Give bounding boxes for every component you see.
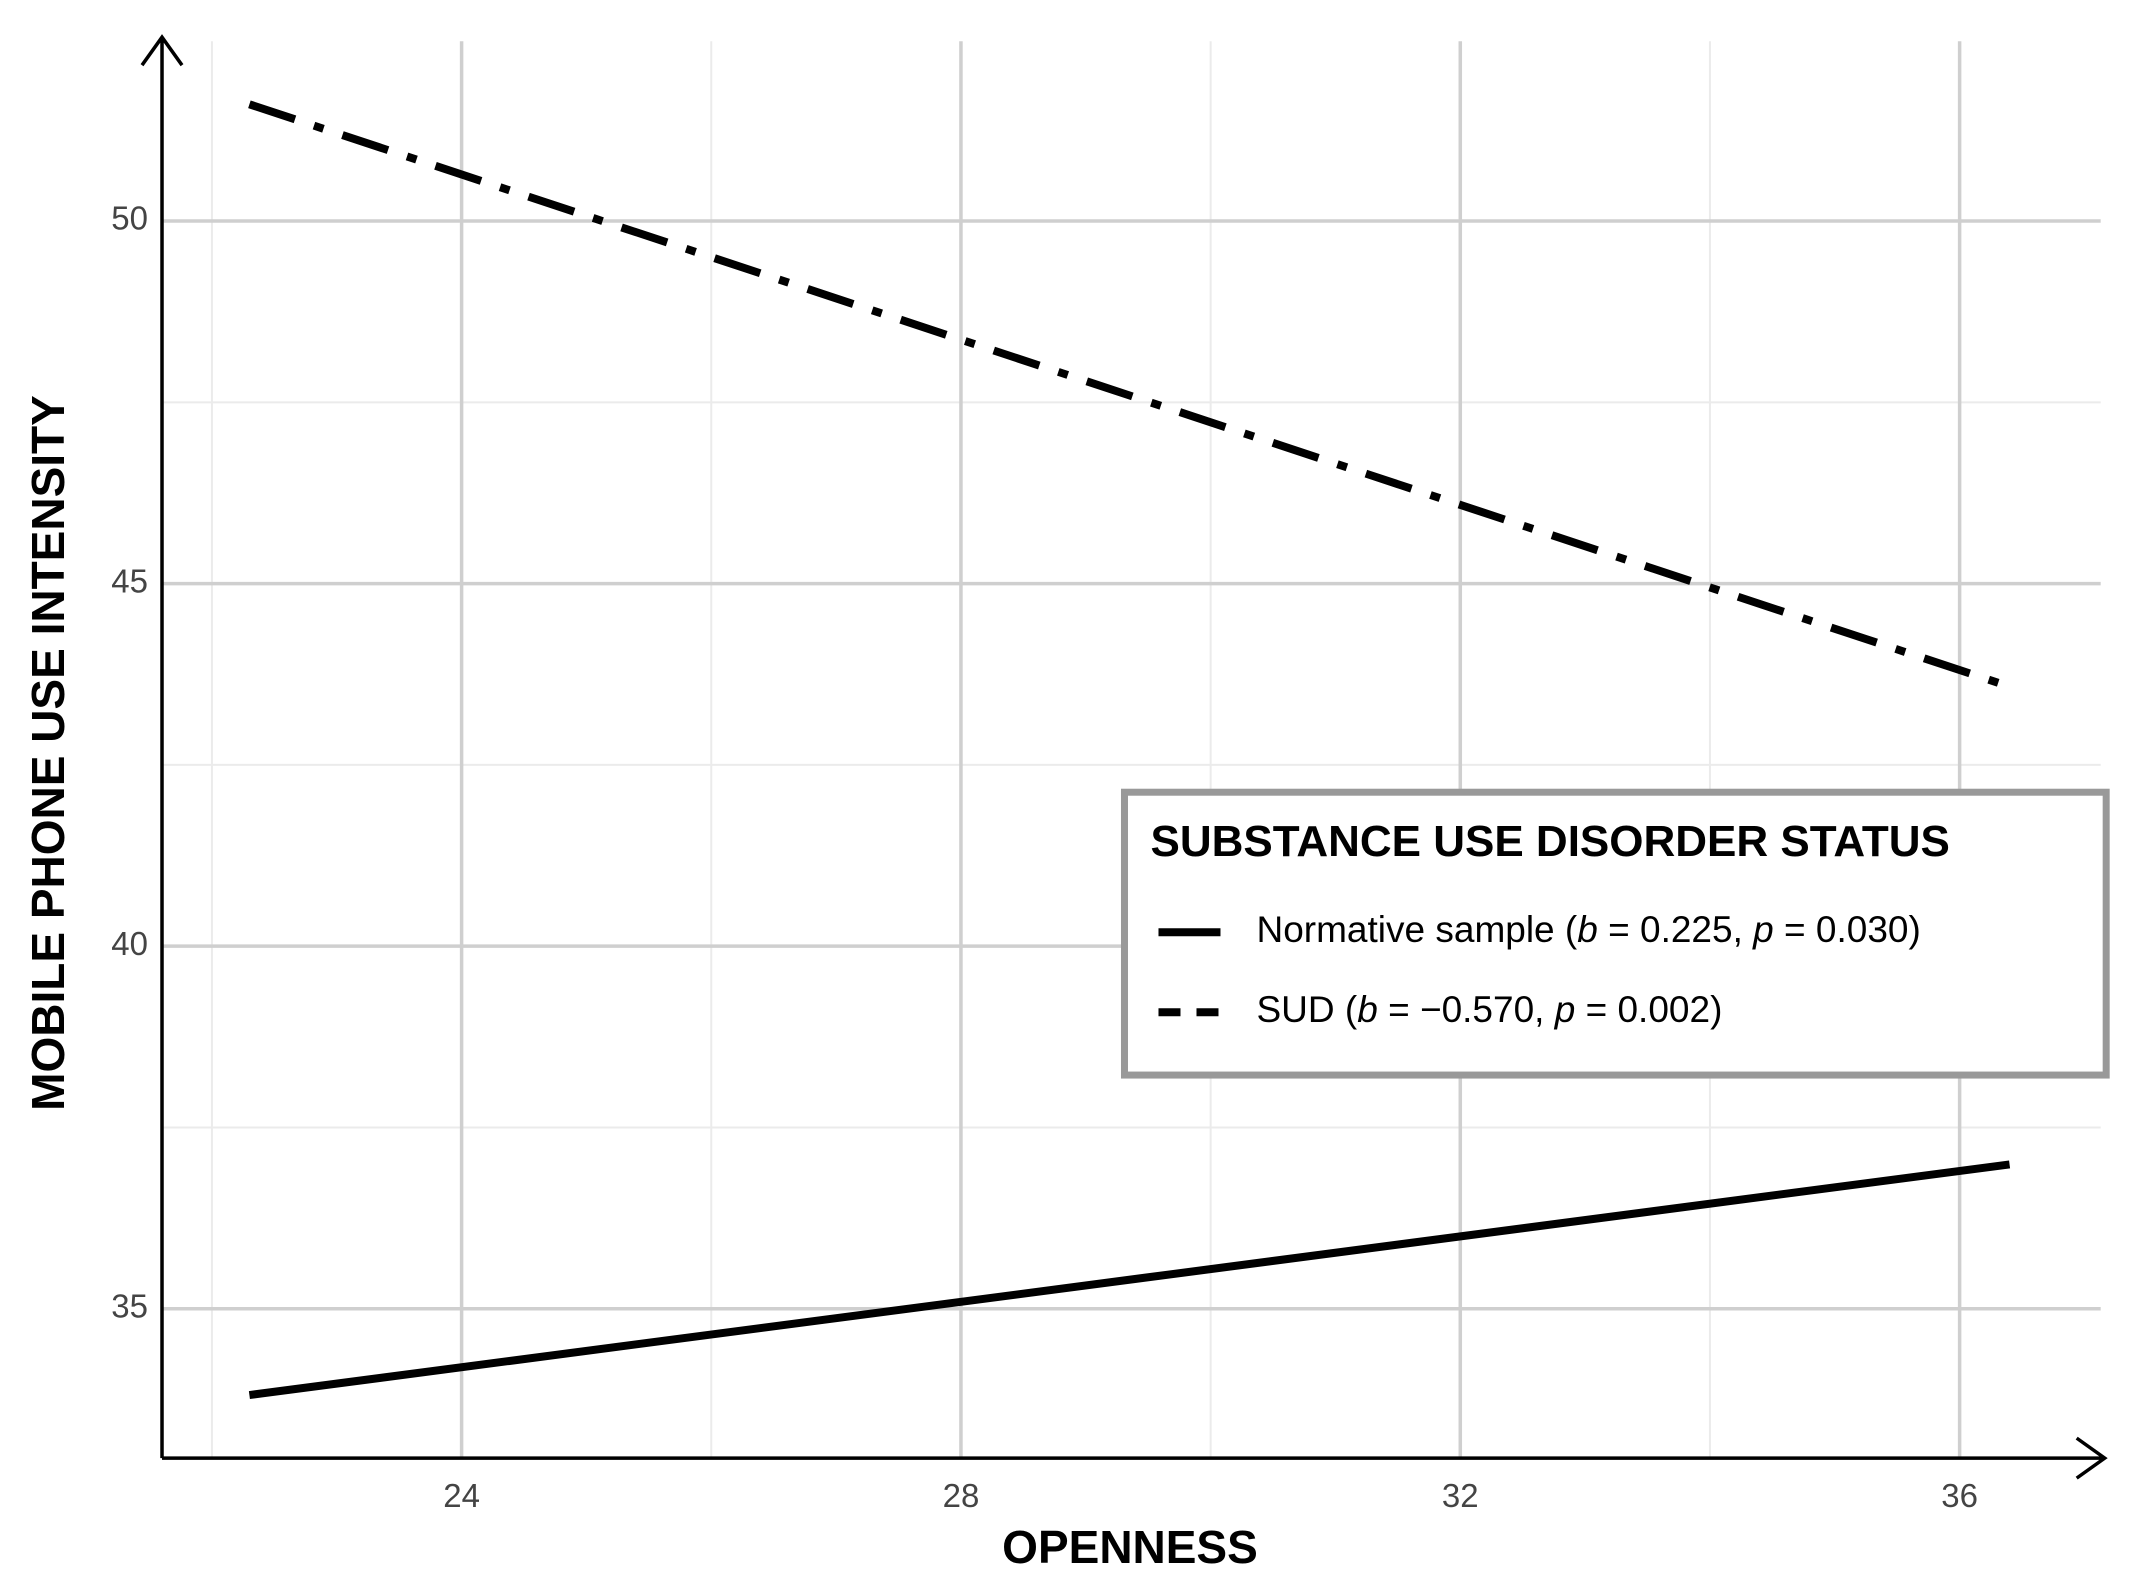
legend-label: SUD (b = −0.570, p = 0.002) bbox=[1256, 989, 1722, 1030]
y-tick-label: 45 bbox=[111, 562, 148, 599]
line bbox=[248, 100, 2011, 691]
x-axis-title: OPENNESS bbox=[1002, 1521, 1258, 1573]
legend-box bbox=[1120, 788, 2110, 1079]
x-tick-label: 28 bbox=[943, 1477, 980, 1514]
x-tick-label: 24 bbox=[443, 1477, 480, 1514]
line bbox=[248, 1160, 2011, 1400]
legend-label: Normative sample (b = 0.225, p = 0.030) bbox=[1256, 909, 1920, 950]
y-axis bbox=[140, 34, 184, 1459]
y-tick-label: 40 bbox=[111, 925, 148, 962]
y-tick-label: 35 bbox=[111, 1287, 148, 1324]
x-axis bbox=[162, 1436, 2108, 1480]
y-tick-label: 50 bbox=[111, 200, 148, 237]
x-tick-label: 32 bbox=[1442, 1477, 1479, 1514]
y-axis-title: MOBILE PHONE USE INTENSITY bbox=[22, 395, 74, 1111]
x-tick-label: 36 bbox=[1941, 1477, 1978, 1514]
legend-title: SUBSTANCE USE DISORDER STATUS bbox=[1150, 817, 1949, 866]
